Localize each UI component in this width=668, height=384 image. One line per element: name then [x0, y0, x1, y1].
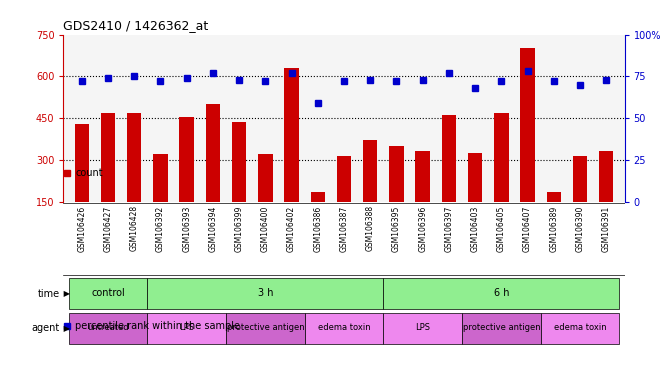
Bar [69, 313, 148, 344]
Text: GSM106395: GSM106395 [392, 205, 401, 252]
Text: time: time [38, 289, 60, 299]
Bar [148, 313, 226, 344]
Text: percentile rank within the sample: percentile rank within the sample [75, 321, 240, 331]
Bar [540, 313, 619, 344]
Bar [180, 117, 194, 202]
Bar [442, 115, 456, 202]
Bar [337, 156, 351, 202]
Bar [494, 113, 508, 202]
Text: GSM106390: GSM106390 [576, 205, 584, 252]
Bar [69, 278, 148, 310]
Text: GSM106403: GSM106403 [471, 205, 480, 252]
Text: GSM106407: GSM106407 [523, 205, 532, 252]
Bar [462, 313, 540, 344]
Bar [468, 153, 482, 202]
Text: agent: agent [32, 323, 60, 333]
Text: control: control [91, 288, 125, 298]
Text: GSM106428: GSM106428 [130, 205, 139, 252]
Bar [546, 192, 561, 202]
Text: GSM106402: GSM106402 [287, 205, 296, 252]
Text: GSM106388: GSM106388 [366, 205, 375, 252]
Text: LPS: LPS [179, 323, 194, 332]
Text: ▶: ▶ [61, 289, 70, 298]
Bar [226, 313, 305, 344]
Text: 6 h: 6 h [494, 288, 509, 298]
Bar [311, 192, 325, 202]
Text: GSM106396: GSM106396 [418, 205, 427, 252]
Bar [305, 313, 383, 344]
Text: count: count [75, 168, 103, 178]
Text: 3 h: 3 h [258, 288, 273, 298]
Text: GSM106405: GSM106405 [497, 205, 506, 252]
Text: edema toxin: edema toxin [554, 323, 607, 332]
Text: GSM106392: GSM106392 [156, 205, 165, 252]
Text: LPS: LPS [415, 323, 430, 332]
Text: GSM106391: GSM106391 [602, 205, 611, 252]
Bar [258, 154, 273, 202]
Bar [148, 278, 383, 310]
Text: GSM106399: GSM106399 [234, 205, 244, 252]
Bar [153, 154, 168, 202]
Bar [127, 113, 142, 202]
Bar [520, 48, 535, 202]
Text: ▶: ▶ [61, 324, 70, 333]
Bar [75, 124, 89, 202]
Text: untreated: untreated [88, 323, 129, 332]
Text: GSM106386: GSM106386 [313, 205, 322, 252]
Bar [383, 313, 462, 344]
Text: GSM106387: GSM106387 [339, 205, 349, 252]
Bar [389, 146, 403, 202]
Text: protective antigen: protective antigen [462, 323, 540, 332]
Text: GSM106427: GSM106427 [104, 205, 112, 252]
Bar [383, 278, 619, 310]
Bar [206, 104, 220, 202]
Bar [285, 68, 299, 202]
Text: GSM106389: GSM106389 [549, 205, 558, 252]
Bar [415, 152, 430, 202]
Text: protective antigen: protective antigen [226, 323, 304, 332]
Bar [363, 140, 377, 202]
Text: GSM106426: GSM106426 [77, 205, 86, 252]
Text: edema toxin: edema toxin [318, 323, 370, 332]
Text: GDS2410 / 1426362_at: GDS2410 / 1426362_at [63, 19, 208, 32]
Text: GSM106394: GSM106394 [208, 205, 217, 252]
Bar [572, 156, 587, 202]
Bar [599, 152, 613, 202]
Bar [232, 122, 246, 202]
Text: GSM106400: GSM106400 [261, 205, 270, 252]
Bar [101, 113, 116, 202]
Text: GSM106393: GSM106393 [182, 205, 191, 252]
Text: GSM106397: GSM106397 [444, 205, 454, 252]
